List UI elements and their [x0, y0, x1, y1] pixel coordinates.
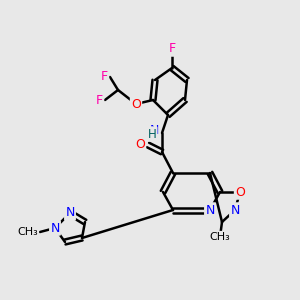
- Text: N: N: [205, 203, 215, 217]
- Text: N: N: [65, 206, 75, 220]
- Text: O: O: [135, 139, 145, 152]
- Text: N: N: [150, 124, 159, 136]
- Text: O: O: [131, 98, 141, 110]
- Text: CH₃: CH₃: [210, 232, 230, 242]
- Text: CH₃: CH₃: [17, 227, 38, 237]
- Text: F: F: [101, 70, 108, 83]
- Text: F: F: [168, 43, 175, 56]
- Text: F: F: [96, 94, 103, 106]
- Text: N: N: [50, 221, 60, 235]
- Text: O: O: [235, 185, 245, 199]
- Text: H: H: [148, 128, 156, 140]
- Text: N: N: [230, 203, 240, 217]
